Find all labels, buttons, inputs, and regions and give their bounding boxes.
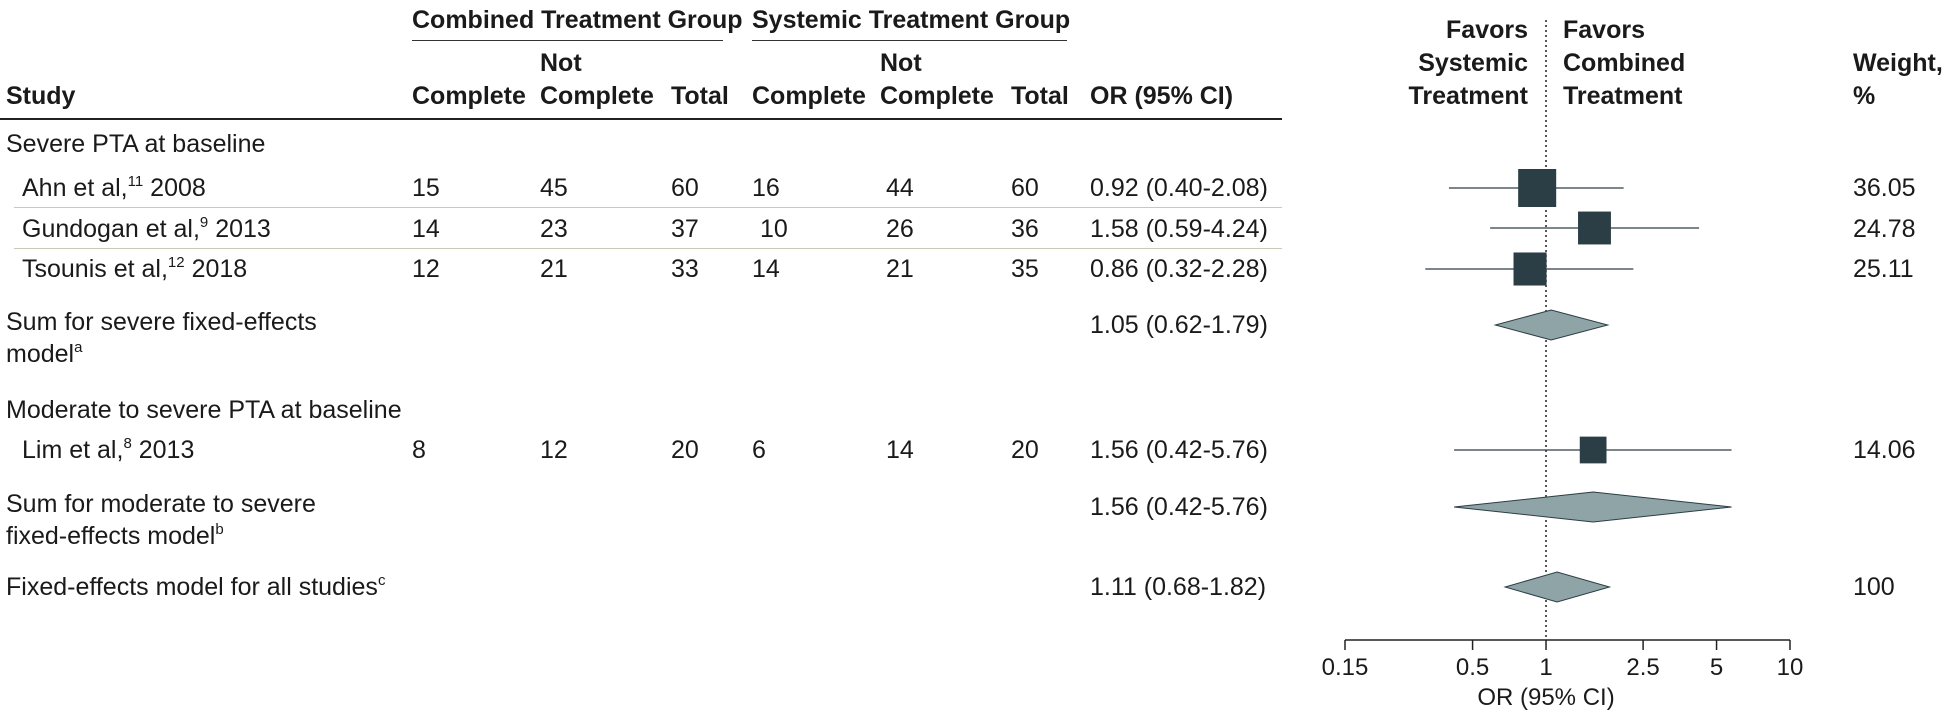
study-square: [1578, 211, 1611, 245]
combined-not-complete-header: Complete: [540, 82, 654, 110]
combined-complete-header: Complete: [412, 82, 526, 110]
combined-group-rule: [412, 40, 723, 41]
group-label-moderate: Moderate to severe PTA at baseline: [6, 396, 402, 424]
x-tick-label: 0.15: [1322, 654, 1369, 681]
favors-systemic-line2: Systemic: [1418, 49, 1528, 77]
study-label: Lim et al,8 2013: [22, 434, 195, 464]
x-tick-label: 0.5: [1456, 654, 1489, 681]
header-bottom-rule: [0, 118, 1282, 120]
s-not-complete: 26: [886, 215, 914, 243]
c-total: 37: [671, 215, 699, 243]
weight-value: 25.11: [1853, 255, 1914, 283]
s-complete: 16: [752, 174, 780, 202]
c-complete: 14: [412, 215, 440, 243]
s-not-complete: 21: [886, 255, 914, 283]
x-tick-label: 1: [1539, 654, 1552, 681]
summary-diamond: [1503, 571, 1612, 603]
c-total: 33: [671, 255, 699, 283]
x-tick-label: 10: [1777, 654, 1804, 681]
or-ci-value: 1.56 (0.42-5.76): [1090, 436, 1268, 464]
weight-value: 14.06: [1853, 436, 1916, 464]
or-ci-header: OR (95% CI): [1090, 82, 1234, 110]
systemic-total-header: Total: [1011, 82, 1069, 110]
s-complete: 10: [760, 215, 788, 243]
c-total: 20: [671, 436, 699, 464]
combined-not-header: Not: [540, 49, 582, 77]
c-not-complete: 12: [540, 436, 568, 464]
c-complete: 15: [412, 174, 440, 202]
c-not-complete: 23: [540, 215, 568, 243]
row-rule: [14, 248, 1282, 249]
x-tick-label: 5: [1710, 654, 1723, 681]
favors-combined-line1: Favors: [1563, 16, 1645, 44]
or-ci-value: 1.58 (0.59-4.24): [1090, 215, 1268, 243]
summary-label-line1: Sum for severe fixed-effects: [6, 308, 317, 336]
c-total: 60: [671, 174, 699, 202]
s-complete: 14: [752, 255, 780, 283]
systemic-not-header: Not: [880, 49, 922, 77]
group-label-severe: Severe PTA at baseline: [6, 130, 266, 158]
summary-diamond: [1454, 491, 1732, 523]
summary-label-line1: Sum for moderate to severe: [6, 490, 316, 518]
study-square: [1518, 168, 1557, 208]
overall-summary-label: Fixed-effects model for all studiesc: [6, 571, 386, 601]
s-not-complete: 14: [886, 436, 914, 464]
c-complete: 8: [412, 436, 426, 464]
s-total: 35: [1011, 255, 1039, 283]
weight-value: 24.78: [1853, 215, 1916, 243]
favors-systemic-line3: Treatment: [1408, 82, 1528, 110]
c-complete: 12: [412, 255, 440, 283]
favors-combined-line3: Treatment: [1563, 82, 1683, 110]
c-not-complete: 21: [540, 255, 568, 283]
or-ci-value: 1.11 (0.68-1.82): [1090, 573, 1267, 601]
weight-header-line2: %: [1853, 82, 1876, 110]
summary-label-line2: modela: [6, 338, 83, 368]
favors-combined-line2: Combined: [1563, 49, 1686, 77]
s-not-complete: 44: [886, 174, 914, 202]
weight-value: 36.05: [1853, 174, 1916, 202]
combined-group-header: Combined Treatment Group: [412, 6, 743, 34]
summary-label-line2: fixed-effects modelb: [6, 520, 224, 550]
s-total: 36: [1011, 215, 1039, 243]
or-ci-value: 1.05 (0.62-1.79): [1090, 311, 1268, 339]
s-total: 20: [1011, 436, 1039, 464]
x-axis-label: OR (95% CI): [1477, 684, 1614, 711]
weight-value: 100: [1853, 573, 1895, 601]
or-ci-value: 0.86 (0.32-2.28): [1090, 255, 1268, 283]
systemic-group-header: Systemic Treatment Group: [752, 6, 1071, 34]
or-ci-value: 1.56 (0.42-5.76): [1090, 493, 1268, 521]
study-square: [1513, 252, 1547, 286]
systemic-complete-header: Complete: [752, 82, 866, 110]
s-complete: 6: [752, 436, 766, 464]
weight-header-line1: Weight,: [1853, 49, 1943, 77]
combined-total-header: Total: [671, 82, 729, 110]
c-not-complete: 45: [540, 174, 568, 202]
systemic-group-rule: [752, 40, 1067, 41]
systemic-not-complete-header: Complete: [880, 82, 994, 110]
summary-diamond: [1493, 309, 1610, 341]
study-label: Tsounis et al,12 2018: [22, 253, 248, 283]
study-label: Gundogan et al,9 2013: [22, 213, 271, 243]
x-tick-label: 2.5: [1626, 654, 1659, 681]
s-total: 60: [1011, 174, 1039, 202]
study-square: [1579, 436, 1607, 464]
favors-systemic-line1: Favors: [1446, 16, 1528, 44]
study-label: Ahn et al,11 2008: [22, 172, 206, 202]
study-header: Study: [6, 82, 76, 110]
or-ci-value: 0.92 (0.40-2.08): [1090, 174, 1268, 202]
row-rule: [14, 207, 1282, 208]
